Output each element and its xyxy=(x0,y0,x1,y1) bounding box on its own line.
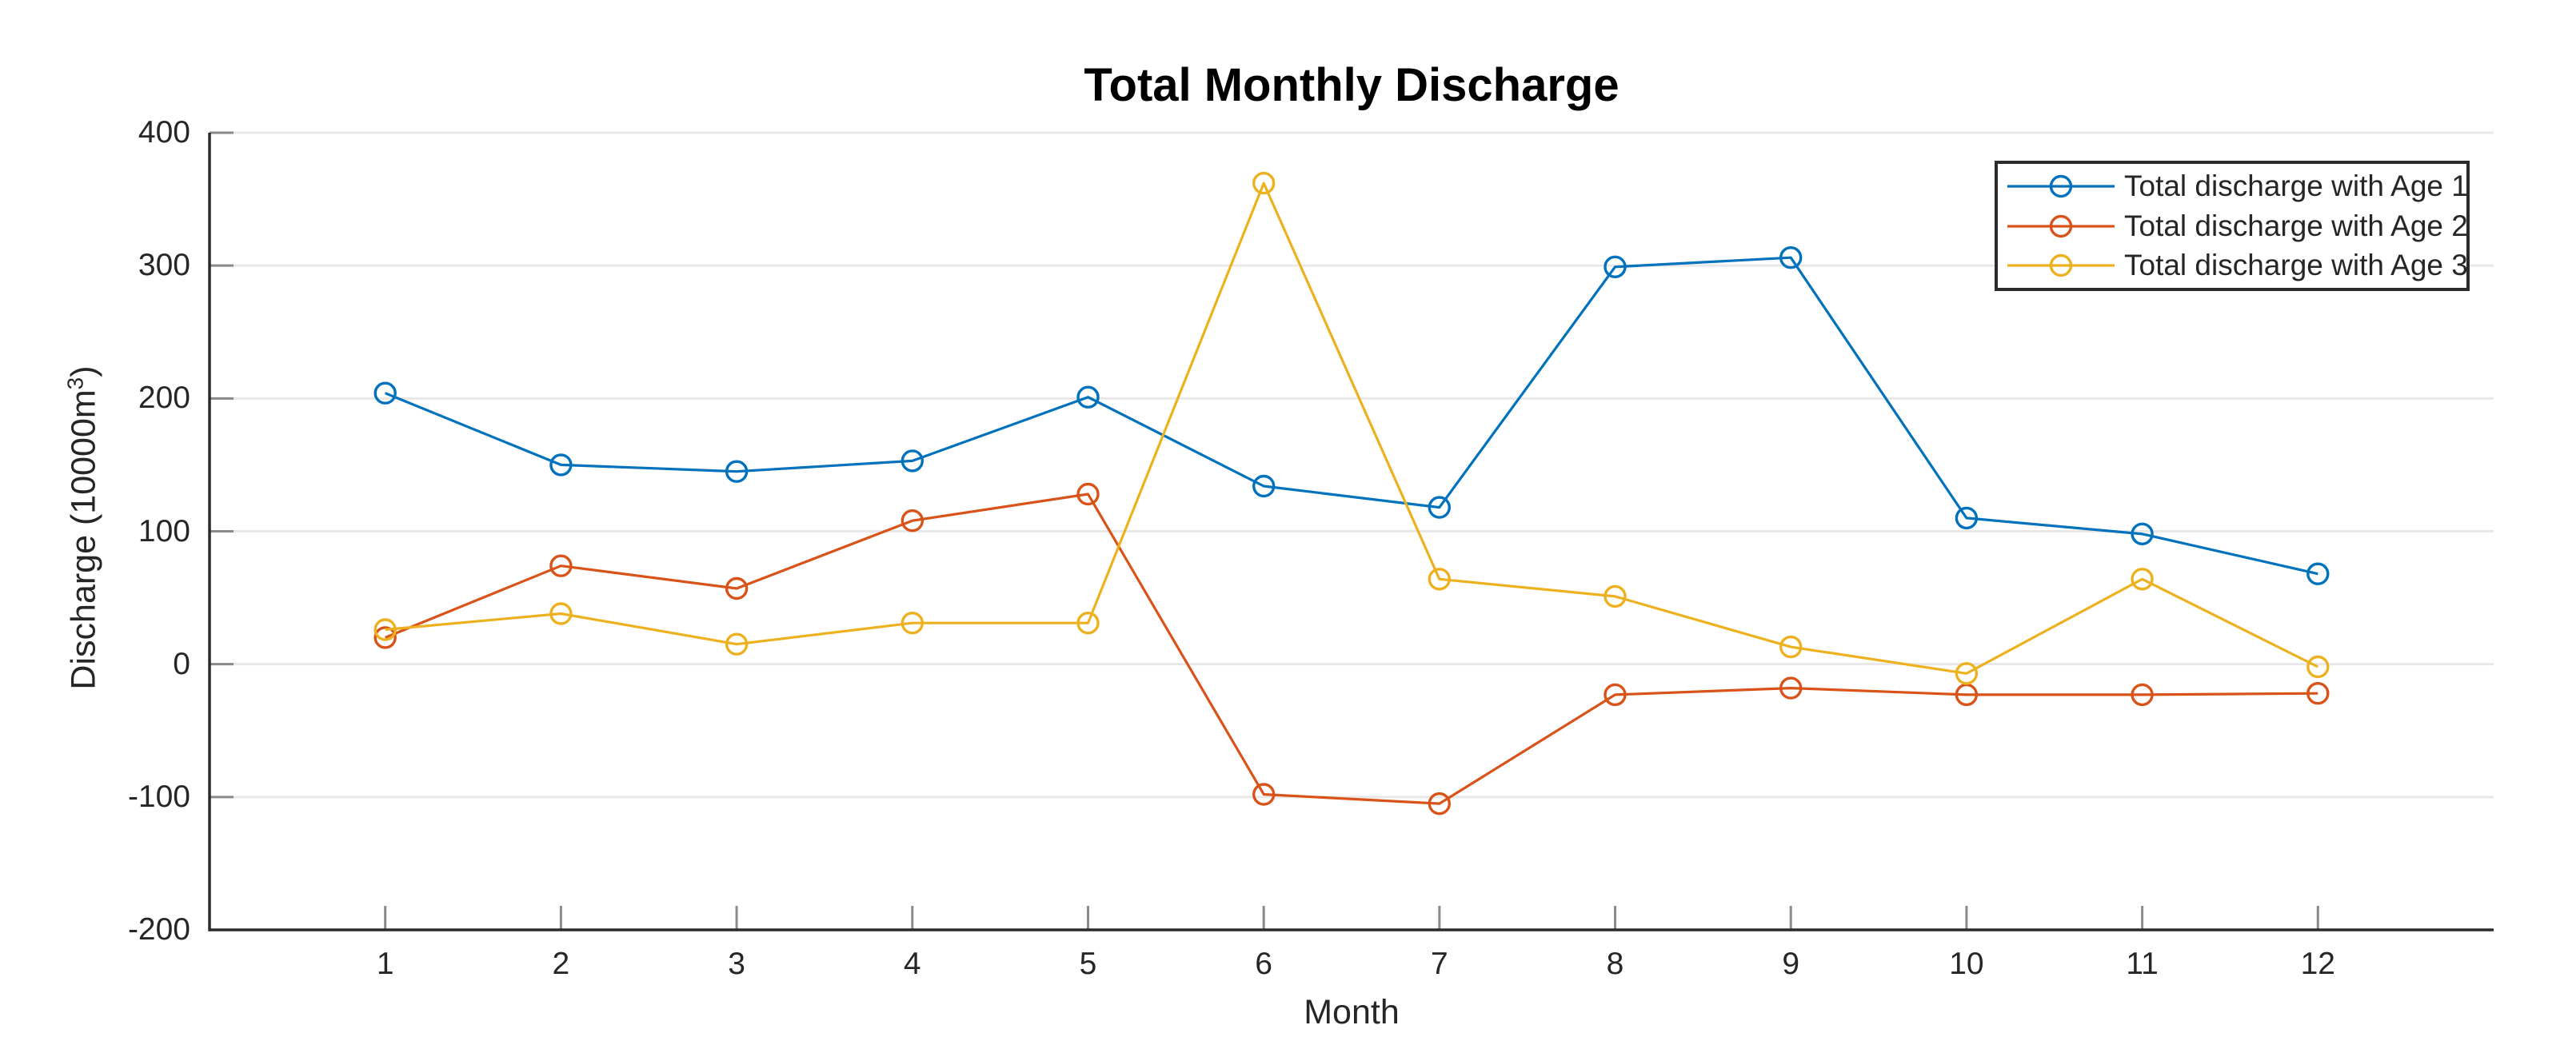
y-axis-label-superscript: 3 xyxy=(62,377,88,390)
y-tick-label: -200 xyxy=(127,912,190,947)
series-marker-age-2 xyxy=(1779,676,1803,700)
y-axis-label-close: ) xyxy=(64,365,103,377)
x-tick-label: 12 xyxy=(2300,947,2335,981)
legend-sample-marker xyxy=(2049,214,2073,237)
x-tick-label: 2 xyxy=(552,947,570,981)
series-marker-age-3 xyxy=(1076,612,1100,635)
series-marker-age-1 xyxy=(2131,522,2154,545)
x-tick-label: 4 xyxy=(903,947,921,981)
series-marker-age-3 xyxy=(901,612,925,635)
legend-item-age-2: Total discharge with Age 2 xyxy=(2004,207,2468,245)
legend: Total discharge with Age 1 Total discharg… xyxy=(1995,161,2470,291)
series-marker-age-3 xyxy=(1428,568,1452,591)
series-marker-age-2 xyxy=(725,576,749,600)
series-marker-age-1 xyxy=(549,453,573,477)
series-marker-age-2 xyxy=(2306,682,2330,705)
x-tick-label: 1 xyxy=(376,947,394,981)
x-tick-label: 8 xyxy=(1606,947,1624,981)
series-line-age-2 xyxy=(385,493,2318,805)
series-marker-age-1 xyxy=(373,381,397,405)
y-tick-label: -100 xyxy=(127,779,190,814)
legend-label: Total discharge with Age 2 xyxy=(2124,209,2468,242)
series-marker-age-3 xyxy=(2306,655,2330,679)
series-marker-age-1 xyxy=(1252,474,1276,498)
y-axis-label-text: Discharge (10000m xyxy=(64,389,103,690)
x-tick-label: 11 xyxy=(2126,947,2159,981)
legend-item-age-3: Total discharge with Age 3 xyxy=(2004,246,2468,285)
series-marker-age-1 xyxy=(2306,562,2330,585)
series-marker-age-2 xyxy=(1604,683,1627,707)
series-marker-age-2 xyxy=(549,554,573,577)
series-marker-age-3 xyxy=(1955,662,1979,685)
y-tick-label: 200 xyxy=(138,381,190,416)
series-marker-age-1 xyxy=(901,449,925,473)
series-marker-age-2 xyxy=(373,626,397,649)
series-marker-age-3 xyxy=(373,618,397,641)
series-marker-age-2 xyxy=(2131,683,2154,707)
legend-label: Total discharge with Age 1 xyxy=(2124,169,2468,202)
y-tick-label: 100 xyxy=(138,513,190,548)
legend-line-sample xyxy=(2007,254,2115,277)
series-marker-age-1 xyxy=(1955,506,1979,530)
y-tick-label: 300 xyxy=(138,248,190,283)
y-axis-label: Discharge (10000m3) xyxy=(62,365,103,689)
legend-line-sample xyxy=(2007,214,2115,237)
x-tick-label: 10 xyxy=(1949,947,1984,981)
series-line-age-1 xyxy=(385,256,2318,576)
series-marker-age-3 xyxy=(1779,635,1803,659)
series-marker-age-3 xyxy=(725,632,749,656)
series-marker-age-3 xyxy=(549,602,573,625)
legend-line-sample xyxy=(2007,174,2115,197)
series-marker-age-2 xyxy=(1252,783,1276,806)
series-marker-age-1 xyxy=(1604,255,1627,278)
x-tick-label: 3 xyxy=(728,947,745,981)
x-tick-label: 6 xyxy=(1255,947,1272,981)
y-tick-label: 0 xyxy=(173,646,190,681)
x-axis-label: Month xyxy=(1304,993,1400,1031)
series-marker-age-2 xyxy=(1076,482,1100,506)
legend-label: Total discharge with Age 3 xyxy=(2124,249,2468,282)
series-marker-age-1 xyxy=(1779,246,1803,269)
series-marker-age-3 xyxy=(2131,568,2154,591)
chart-title: Total Monthly Discharge xyxy=(1084,59,1619,111)
series-marker-age-2 xyxy=(901,509,925,532)
x-tick-label: 7 xyxy=(1430,947,1448,981)
legend-sample-marker xyxy=(2049,254,2073,277)
series-marker-age-1 xyxy=(1428,496,1452,519)
x-tick-label: 9 xyxy=(1782,947,1800,981)
y-tick-label: 400 xyxy=(138,115,190,150)
series-marker-age-2 xyxy=(1428,792,1452,816)
series-line-age-3 xyxy=(385,181,2319,675)
legend-item-age-1: Total discharge with Age 1 xyxy=(2004,167,2468,205)
series-marker-age-1 xyxy=(1076,385,1100,409)
series-marker-age-3 xyxy=(1604,584,1627,608)
x-tick-label: 5 xyxy=(1079,947,1097,981)
legend-sample-marker xyxy=(2049,174,2073,197)
series-marker-age-1 xyxy=(725,460,749,483)
series-marker-age-3 xyxy=(1252,171,1276,195)
